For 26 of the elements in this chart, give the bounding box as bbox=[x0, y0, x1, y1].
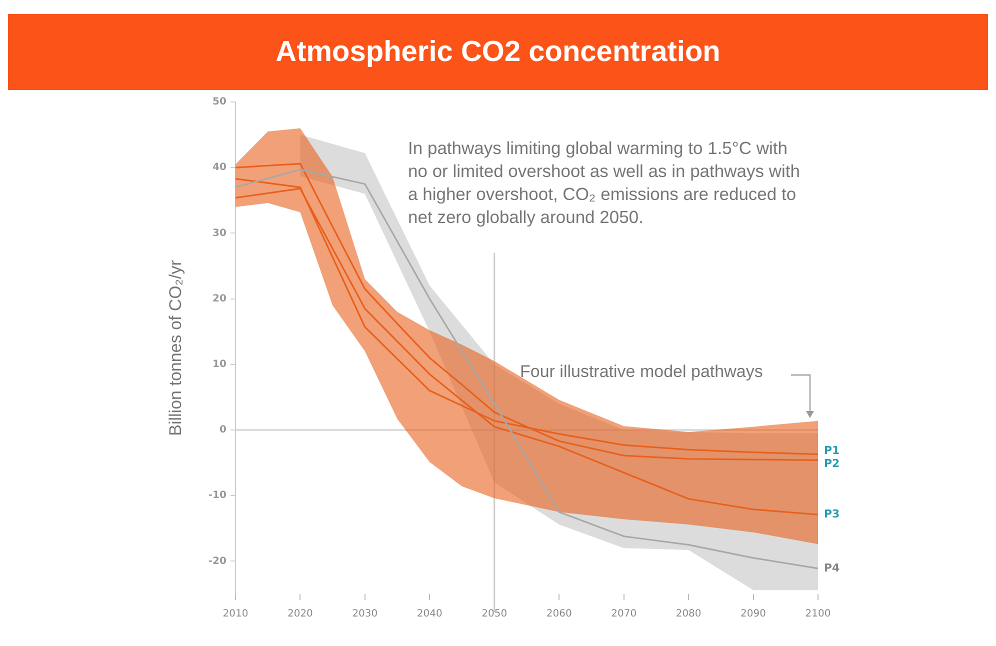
x-tick-label: 2030 bbox=[352, 608, 378, 620]
y-tick-label: 40 bbox=[212, 162, 227, 174]
x-tick-label: 2070 bbox=[611, 608, 637, 620]
x-tick-label: 2060 bbox=[546, 608, 572, 620]
series-label: P4 bbox=[824, 561, 840, 574]
y-axis-title: Billion tonnes of CO₂/yr bbox=[166, 260, 185, 436]
x-tick-label: 2090 bbox=[740, 608, 766, 620]
annotation: In pathways limiting global warming to 1.5°C with no or limited overshoot as well as in pathways with a higher overshoot, CO₂ emissions are reduced to net zero globally around 2050. bbox=[408, 137, 801, 229]
annotation: Four illustrative model pathways bbox=[520, 362, 763, 382]
y-tick-label: 20 bbox=[212, 293, 227, 304]
y-tick-label: -20 bbox=[208, 556, 226, 567]
y-tick-label: -10 bbox=[208, 490, 226, 502]
x-tick-label: 2040 bbox=[416, 608, 442, 620]
chart-title: Atmospheric CO2 concentration bbox=[8, 14, 988, 90]
y-tick-label: 0 bbox=[220, 424, 226, 436]
x-tick-label: 2100 bbox=[805, 608, 831, 620]
y-tick-label: 10 bbox=[212, 358, 227, 370]
y-tick-label: 50 bbox=[212, 96, 227, 108]
x-tick-label: 2020 bbox=[287, 608, 313, 620]
x-tick-label: 2050 bbox=[482, 608, 508, 620]
series-label: P2 bbox=[824, 457, 840, 470]
series-label: P3 bbox=[824, 507, 840, 520]
y-tick-label: 30 bbox=[212, 228, 227, 239]
x-tick-label: 2080 bbox=[676, 608, 702, 620]
series-label: P1 bbox=[824, 444, 840, 458]
x-tick-label: 2010 bbox=[222, 608, 248, 620]
